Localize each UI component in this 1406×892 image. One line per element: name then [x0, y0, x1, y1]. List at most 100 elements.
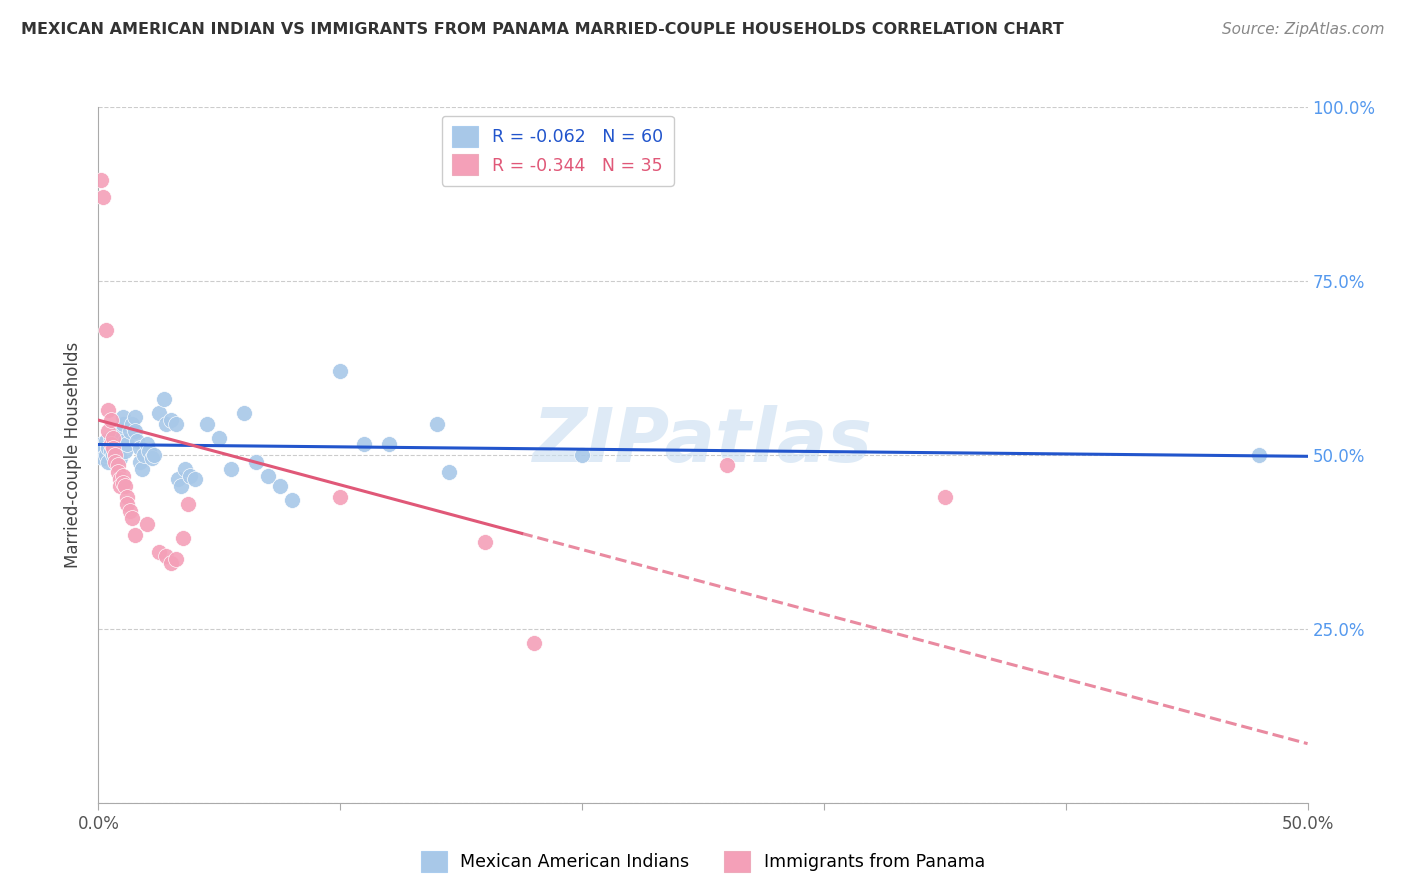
Point	[111, 475, 134, 490]
Point	[437, 466, 460, 480]
Point	[1249, 448, 1271, 462]
Point	[934, 490, 956, 504]
Point	[174, 462, 197, 476]
Point	[97, 402, 120, 417]
Point	[135, 517, 157, 532]
Point	[101, 448, 124, 462]
Point	[127, 434, 149, 448]
Point	[143, 448, 166, 462]
Point	[165, 552, 187, 566]
Text: MEXICAN AMERICAN INDIAN VS IMMIGRANTS FROM PANAMA MARRIED-COUPLE HOUSEHOLDS CORR: MEXICAN AMERICAN INDIAN VS IMMIGRANTS FR…	[21, 22, 1064, 37]
Point	[155, 417, 177, 431]
Point	[329, 490, 352, 504]
Point	[167, 472, 190, 486]
Point	[97, 441, 120, 455]
Y-axis label: Married-couple Households: Married-couple Households	[65, 342, 83, 568]
Point	[124, 409, 146, 424]
Point	[114, 444, 136, 458]
Point	[523, 636, 546, 650]
Point	[177, 497, 200, 511]
Point	[90, 437, 112, 451]
Point	[329, 364, 352, 378]
Point	[179, 468, 201, 483]
Point	[108, 451, 131, 466]
Point	[104, 448, 127, 462]
Point	[121, 510, 143, 524]
Point	[91, 190, 114, 204]
Point	[128, 441, 150, 455]
Point	[118, 503, 141, 517]
Point	[474, 535, 496, 549]
Point	[148, 406, 170, 420]
Point	[108, 441, 131, 455]
Text: Source: ZipAtlas.com: Source: ZipAtlas.com	[1222, 22, 1385, 37]
Point	[91, 451, 114, 466]
Point	[131, 462, 153, 476]
Point	[426, 417, 449, 431]
Point	[91, 441, 114, 455]
Point	[107, 427, 129, 442]
Point	[104, 448, 127, 462]
Point	[114, 434, 136, 448]
Point	[172, 532, 194, 546]
Point	[94, 323, 117, 337]
Point	[128, 455, 150, 469]
Point	[117, 437, 139, 451]
Point	[152, 392, 174, 407]
Point	[100, 431, 122, 445]
Point	[111, 417, 134, 431]
Point	[208, 431, 231, 445]
Point	[94, 434, 117, 448]
Point	[104, 434, 127, 448]
Point	[121, 417, 143, 431]
Point	[195, 417, 218, 431]
Point	[101, 431, 124, 445]
Legend: Mexican American Indians, Immigrants from Panama: Mexican American Indians, Immigrants fro…	[413, 844, 993, 879]
Point	[232, 406, 254, 420]
Point	[108, 472, 131, 486]
Point	[117, 497, 139, 511]
Text: ZIPatlas: ZIPatlas	[533, 404, 873, 477]
Point	[107, 437, 129, 451]
Point	[124, 528, 146, 542]
Point	[94, 448, 117, 462]
Point	[100, 437, 122, 451]
Point	[100, 444, 122, 458]
Point	[134, 448, 156, 462]
Point	[107, 458, 129, 473]
Point	[245, 455, 267, 469]
Point	[135, 437, 157, 451]
Point	[184, 472, 207, 486]
Point	[118, 424, 141, 438]
Point	[101, 441, 124, 455]
Point	[160, 556, 183, 570]
Point	[221, 462, 243, 476]
Point	[281, 493, 304, 508]
Point	[160, 413, 183, 427]
Point	[138, 444, 160, 458]
Point	[101, 437, 124, 451]
Point	[97, 424, 120, 438]
Point	[100, 413, 122, 427]
Point	[124, 424, 146, 438]
Point	[97, 455, 120, 469]
Point	[377, 437, 399, 451]
Point	[117, 490, 139, 504]
Point	[111, 468, 134, 483]
Point	[256, 468, 278, 483]
Point	[114, 479, 136, 493]
Point	[571, 448, 593, 462]
Point	[353, 437, 375, 451]
Point	[716, 458, 738, 473]
Point	[155, 549, 177, 563]
Point	[169, 479, 191, 493]
Legend: R = -0.062   N = 60, R = -0.344   N = 35: R = -0.062 N = 60, R = -0.344 N = 35	[441, 116, 673, 186]
Point	[111, 409, 134, 424]
Point	[107, 466, 129, 480]
Point	[104, 455, 127, 469]
Point	[165, 417, 187, 431]
Point	[269, 479, 291, 493]
Point	[148, 545, 170, 559]
Point	[90, 173, 112, 187]
Point	[108, 479, 131, 493]
